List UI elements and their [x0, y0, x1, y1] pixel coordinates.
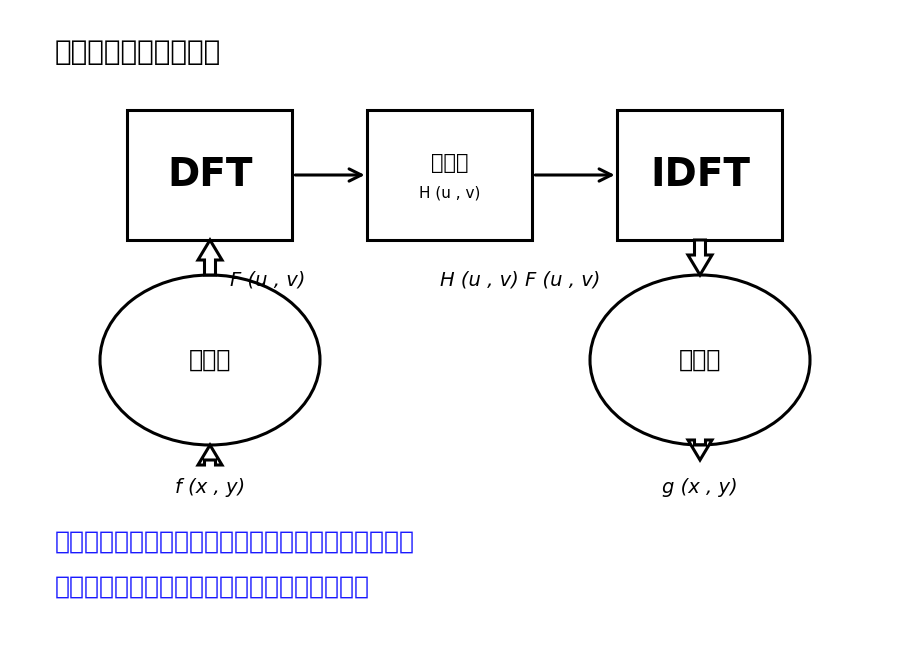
- FancyBboxPatch shape: [128, 110, 292, 240]
- Text: IDFT: IDFT: [650, 156, 749, 194]
- Text: 前处理: 前处理: [188, 348, 231, 372]
- Text: 滤波器: 滤波器: [431, 153, 469, 173]
- Text: H (u , v): H (u , v): [419, 186, 480, 201]
- Ellipse shape: [589, 275, 809, 445]
- Polygon shape: [198, 445, 221, 465]
- Text: F (u , v): F (u , v): [230, 270, 305, 289]
- Text: H (u , v) F (u , v): H (u , v) F (u , v): [439, 270, 600, 289]
- Polygon shape: [687, 240, 711, 275]
- Text: DFT: DFT: [167, 156, 253, 194]
- FancyBboxPatch shape: [367, 110, 532, 240]
- Text: f (x , y): f (x , y): [175, 478, 244, 497]
- Polygon shape: [198, 240, 221, 275]
- Polygon shape: [687, 440, 711, 460]
- FancyBboxPatch shape: [617, 110, 782, 240]
- Text: 后处理: 后处理: [678, 348, 720, 372]
- Text: 后通过取结果的反变换来获得处理后的输出图像: 后通过取结果的反变换来获得处理后的输出图像: [55, 575, 369, 599]
- Text: g (x , y): g (x , y): [662, 478, 737, 497]
- Text: 频率域滤波的基本步骤: 频率域滤波的基本步骤: [55, 38, 221, 66]
- Text: 思想：通过滤波器函数以某种方式来修改图像变换，然: 思想：通过滤波器函数以某种方式来修改图像变换，然: [55, 530, 414, 554]
- Ellipse shape: [100, 275, 320, 445]
